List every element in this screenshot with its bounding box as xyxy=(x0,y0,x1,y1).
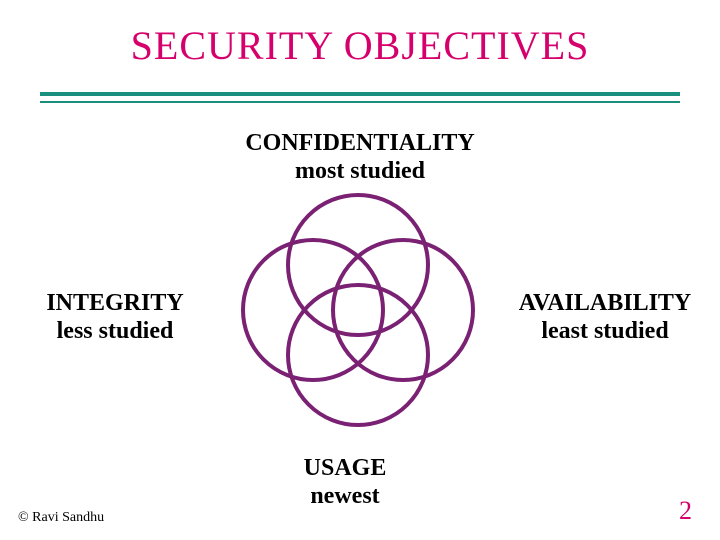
page-number: 2 xyxy=(679,496,692,526)
slide-title: SECURITY OBJECTIVES xyxy=(0,22,720,69)
label-integrity: INTEGRITY less studied xyxy=(0,290,265,345)
slide: SECURITY OBJECTIVES CONFIDENTIALITY most… xyxy=(0,0,720,540)
divider-top xyxy=(40,92,680,96)
divider-bottom xyxy=(40,101,680,103)
copyright: © Ravi Sandhu xyxy=(18,510,104,526)
venn-diagram xyxy=(239,191,477,429)
label-usage: USAGE newest xyxy=(195,455,495,510)
label-availability: AVAILABILITY least studied xyxy=(455,290,720,345)
label-confidentiality: CONFIDENTIALITY most studied xyxy=(210,130,510,185)
